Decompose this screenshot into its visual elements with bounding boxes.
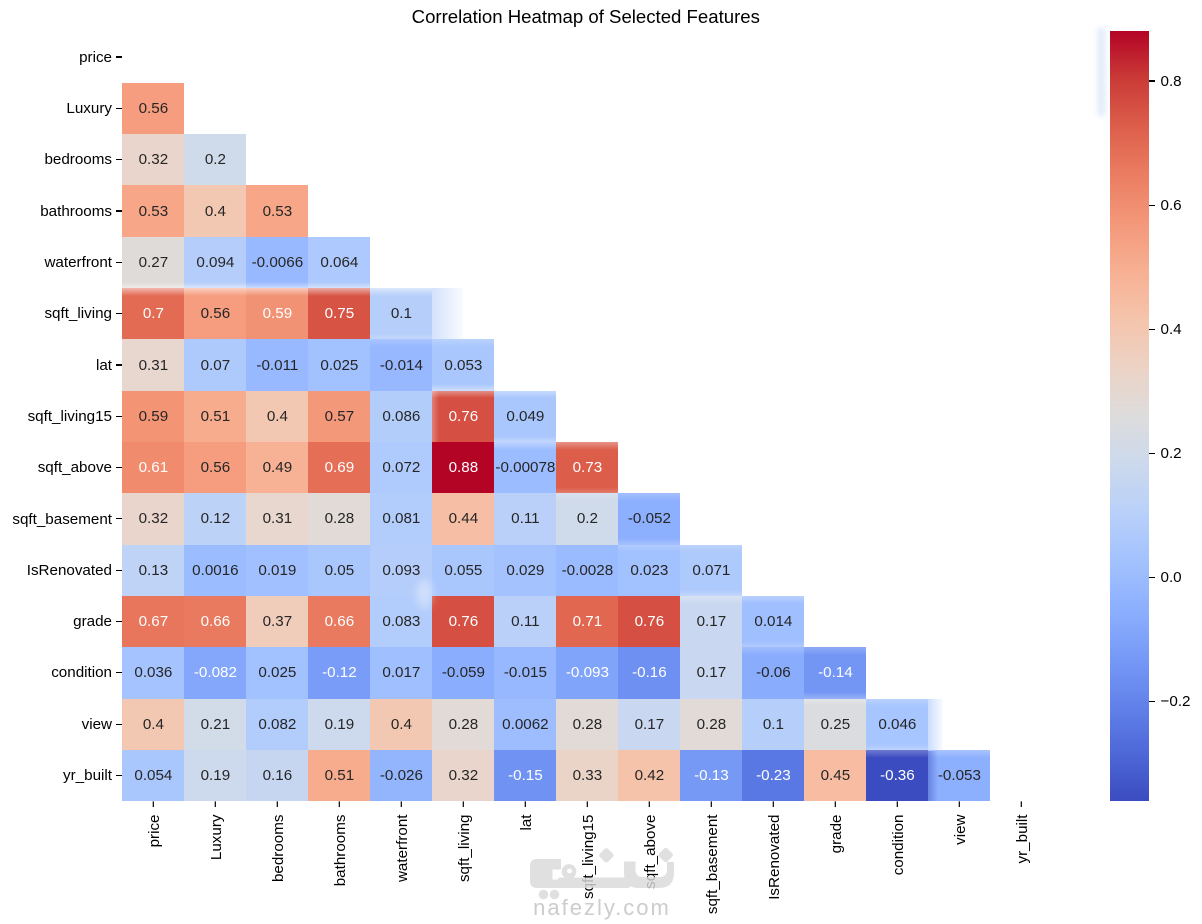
svg-text:view: view	[952, 814, 969, 844]
svg-text:Luxury: Luxury	[208, 814, 225, 860]
svg-text:bedrooms: bedrooms	[270, 814, 287, 882]
svg-text:yr_built: yr_built	[1014, 814, 1031, 864]
svg-text:nafezly.com: nafezly.com	[533, 895, 671, 920]
svg-text:condition: condition	[890, 815, 907, 876]
svg-text:lat: lat	[518, 814, 535, 831]
svg-text:price: price	[146, 815, 163, 848]
svg-text:bathrooms: bathrooms	[332, 814, 349, 886]
svg-text:sqft_basement: sqft_basement	[704, 814, 721, 914]
svg-text:sqft_living: sqft_living	[456, 815, 473, 883]
svg-text:grade: grade	[828, 815, 845, 854]
svg-text:IsRenovated: IsRenovated	[766, 815, 783, 900]
svg-text:waterfront: waterfront	[394, 814, 411, 883]
svg-text:sqft_above: sqft_above	[642, 815, 659, 889]
